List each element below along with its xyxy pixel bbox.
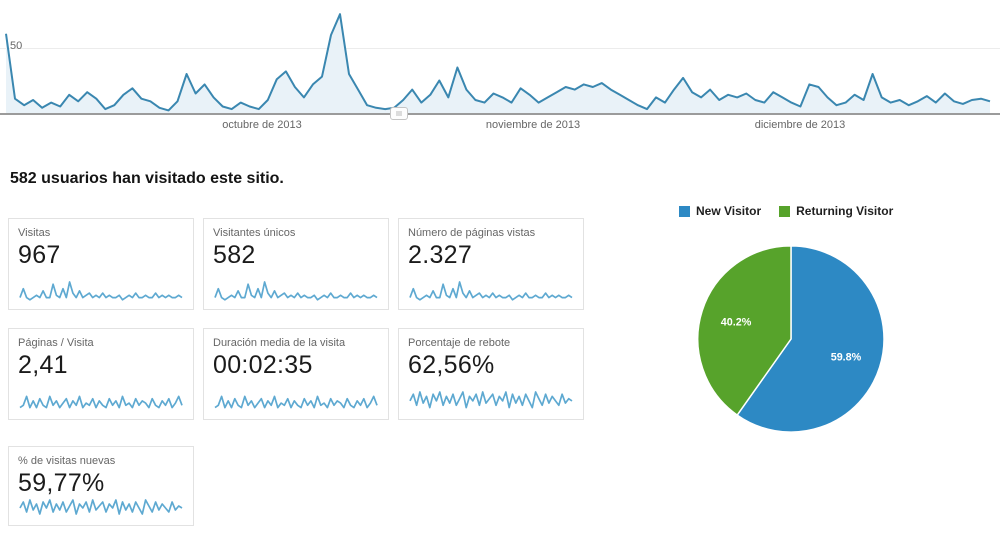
metric-card-bounce-rate[interactable]: Porcentaje de rebote 62,56% xyxy=(398,328,584,420)
pie-slice-label: 59.8% xyxy=(831,351,862,363)
metric-label: Páginas / Visita xyxy=(18,337,94,349)
legend-item-new-visitor: New Visitor xyxy=(679,204,761,218)
metric-label: Porcentaje de rebote xyxy=(408,337,511,349)
metric-value: 2.327 xyxy=(408,241,473,269)
pie-slice-label: 40.2% xyxy=(721,316,752,328)
metric-sparkline xyxy=(19,499,183,515)
legend-item-returning-visitor: Returning Visitor xyxy=(779,204,893,218)
metric-value: 00:02:35 xyxy=(213,351,313,379)
legend-swatch-new-visitor-icon xyxy=(679,205,690,217)
metric-card-pages-per-visit[interactable]: Páginas / Visita 2,41 xyxy=(8,328,194,420)
gridline-50 xyxy=(0,48,1000,49)
metric-card-visits[interactable]: Visitas 967 xyxy=(8,218,194,310)
metric-label: % de visitas nuevas xyxy=(18,455,116,467)
visitors-heading: 582 usuarios han visitado este sitio. xyxy=(10,170,284,187)
metric-sparkline xyxy=(214,395,378,409)
metric-card-avg-visit-duration[interactable]: Duración media de la visita 00:02:35 xyxy=(203,328,389,420)
metric-label: Duración media de la visita xyxy=(213,337,346,349)
metric-label: Número de páginas vistas xyxy=(408,227,536,239)
metric-sparkline xyxy=(409,281,573,301)
metric-card-unique-visitors[interactable]: Visitantes únicos 582 xyxy=(203,218,389,310)
metric-sparkline xyxy=(409,391,573,409)
visits-line xyxy=(5,13,991,112)
y-axis-tick-label: 50 xyxy=(10,40,23,52)
annotation-marker-icon[interactable] xyxy=(390,107,408,120)
month-label-november: noviembre de 2013 xyxy=(485,119,581,131)
metric-label: Visitas xyxy=(18,227,51,239)
metric-sparkline xyxy=(19,281,183,301)
visits-area-fill xyxy=(6,14,990,114)
metric-value: 62,56% xyxy=(408,351,495,379)
metric-value: 59,77% xyxy=(18,469,105,497)
visits-timeline-chart: 50 octubre de 2013 noviembre de 2013 dic… xyxy=(0,0,1000,136)
legend-swatch-returning-visitor-icon xyxy=(779,205,791,217)
metric-value: 967 xyxy=(18,241,61,269)
visitor-type-pie-chart: 59.8% 40.2% xyxy=(693,241,889,437)
month-label-october: octubre de 2013 xyxy=(222,119,302,131)
x-axis-line xyxy=(0,113,1000,115)
pie-slice-returning-visitor[interactable] xyxy=(697,245,792,417)
metric-label: Visitantes únicos xyxy=(213,227,296,239)
month-label-december: diciembre de 2013 xyxy=(754,119,846,131)
metric-card-pageviews[interactable]: Número de páginas vistas 2.327 xyxy=(398,218,584,310)
pie-slice-new-visitor[interactable] xyxy=(736,245,885,433)
metric-value: 2,41 xyxy=(18,351,68,379)
metric-card-new-visits-pct[interactable]: % de visitas nuevas 59,77% xyxy=(8,446,194,526)
legend-label: Returning Visitor xyxy=(796,204,894,218)
pie-legend: New Visitor Returning Visitor xyxy=(679,204,893,218)
legend-label: New Visitor xyxy=(696,204,762,218)
metric-sparkline xyxy=(19,395,183,409)
metric-sparkline xyxy=(214,281,378,301)
metric-value: 582 xyxy=(213,241,256,269)
visits-area-chart xyxy=(0,13,1000,115)
